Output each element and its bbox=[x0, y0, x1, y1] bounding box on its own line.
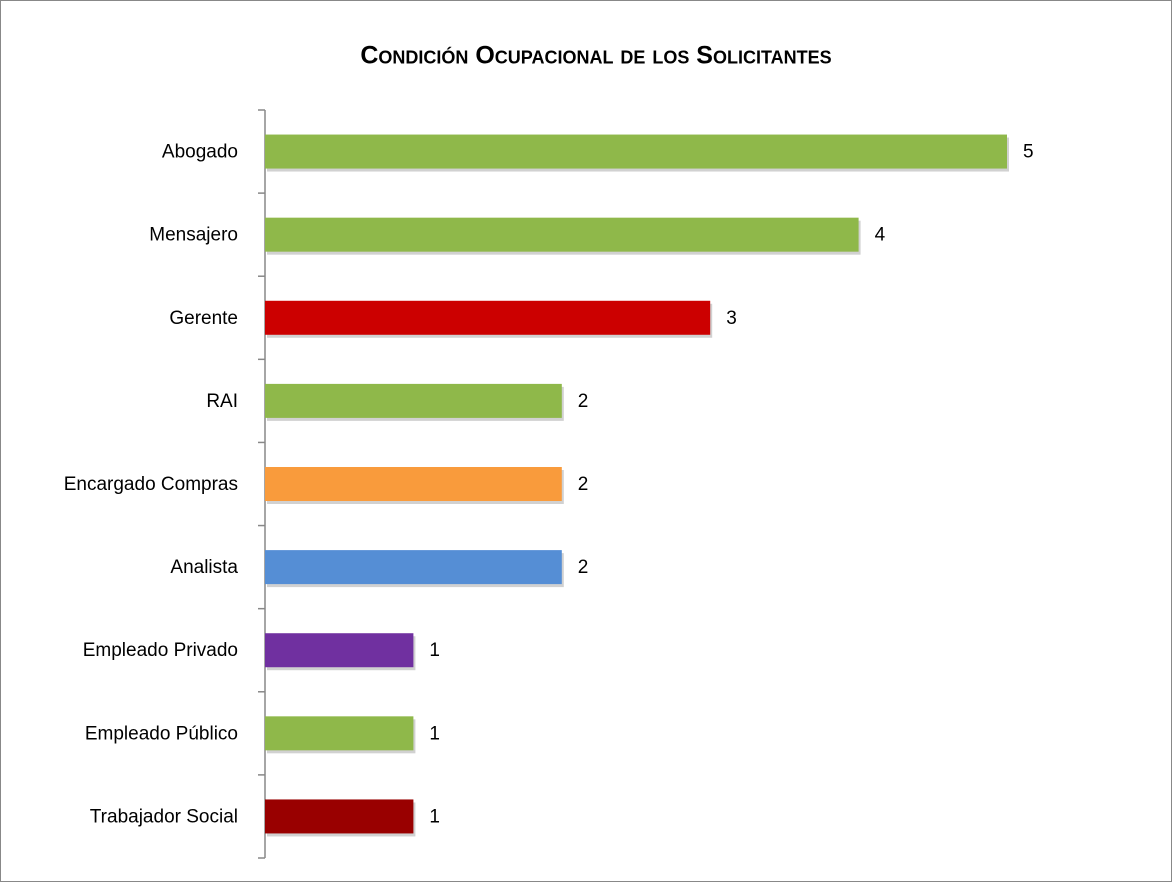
data-label: 3 bbox=[726, 308, 737, 329]
category-label: Trabajador Social bbox=[90, 806, 238, 827]
bar bbox=[265, 799, 414, 834]
category-label: Encargado Compras bbox=[64, 474, 238, 495]
data-label: 2 bbox=[578, 557, 589, 578]
data-label: 4 bbox=[875, 225, 886, 246]
category-label: Analista bbox=[170, 557, 238, 578]
bar bbox=[265, 550, 562, 585]
bar bbox=[265, 300, 711, 335]
bar bbox=[265, 467, 562, 501]
bar bbox=[265, 716, 414, 751]
bar bbox=[265, 134, 1007, 169]
data-label: 1 bbox=[429, 640, 440, 661]
category-label: RAI bbox=[206, 391, 238, 412]
bar bbox=[265, 383, 562, 418]
data-label: 5 bbox=[1023, 142, 1034, 163]
data-label: 1 bbox=[429, 723, 440, 744]
category-label: Gerente bbox=[169, 308, 238, 329]
data-label: 1 bbox=[429, 806, 440, 827]
data-label: 2 bbox=[578, 391, 589, 412]
bar bbox=[265, 217, 859, 252]
category-label: Abogado bbox=[162, 142, 238, 163]
category-label: Mensajero bbox=[149, 225, 238, 246]
category-label: Empleado Público bbox=[85, 723, 238, 744]
category-label: Empleado Privado bbox=[83, 640, 238, 661]
data-label: 2 bbox=[578, 474, 589, 495]
bar bbox=[265, 633, 414, 668]
chart-title: Condición Ocupacional de los Solicitante… bbox=[360, 42, 831, 70]
